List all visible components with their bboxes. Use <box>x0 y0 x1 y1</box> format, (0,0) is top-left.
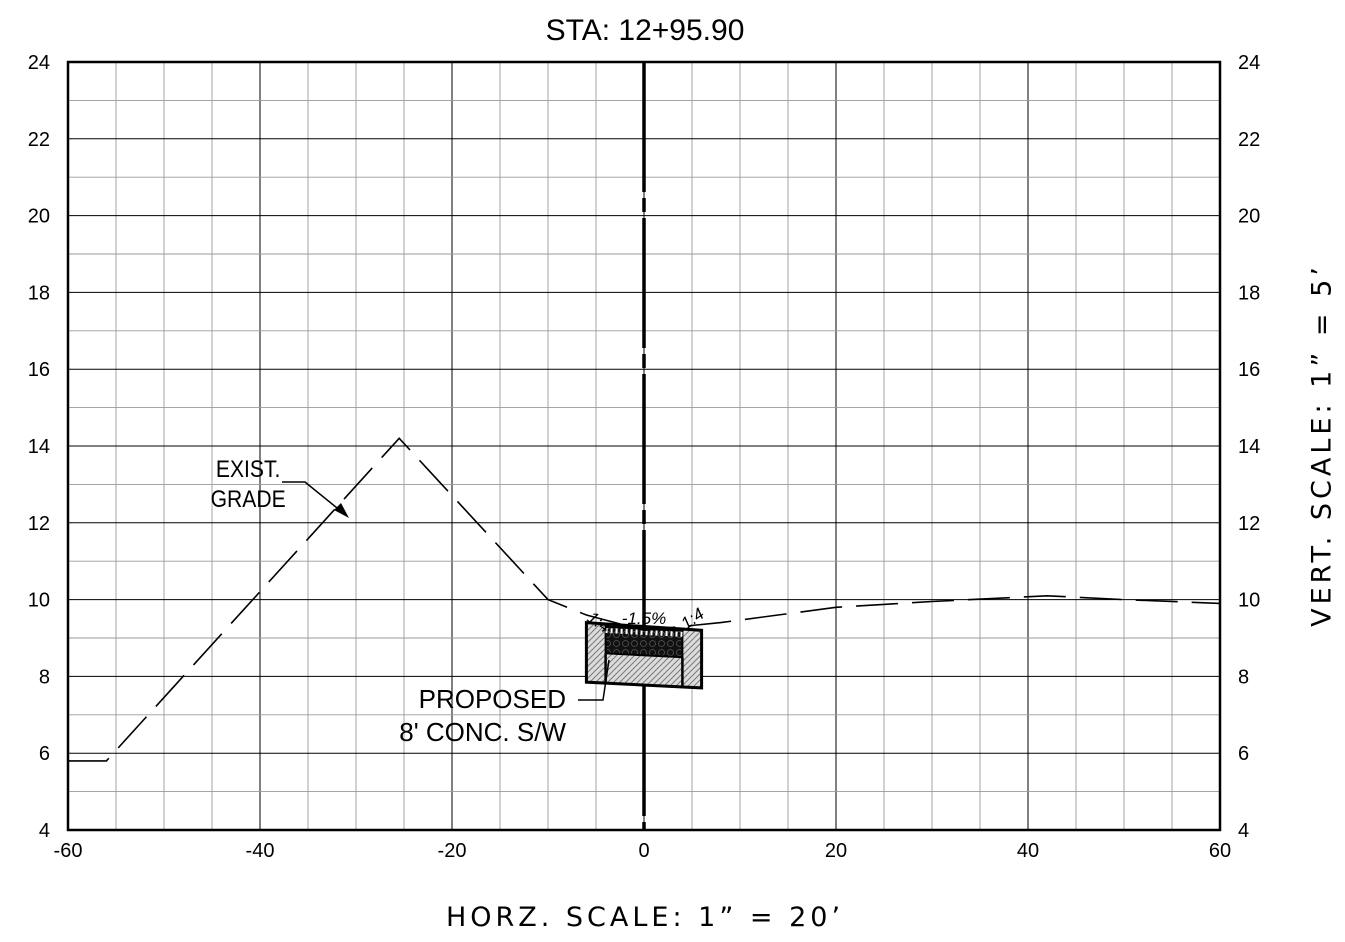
y-tick-label-left: 8 <box>39 666 50 688</box>
y-tick-labels-left: 4 6 8 10 12 14 16 18 20 22 24 <box>28 52 50 842</box>
x-tick-labels: -60 -40 -20 0 20 40 60 <box>54 840 1232 862</box>
y-tick-label-left: 4 <box>39 820 50 842</box>
exist-grade-leader-arrow <box>334 503 349 518</box>
y-tick-label-right: 22 <box>1238 129 1260 151</box>
slope-label-center: -1.5% <box>622 609 666 628</box>
y-tick-label-left: 10 <box>28 590 50 612</box>
y-tick-label-right: 12 <box>1238 513 1260 535</box>
y-tick-label-right: 10 <box>1238 590 1260 612</box>
proposed-label-line2: 8' CONC. S/W <box>399 717 566 747</box>
y-tick-label-left: 12 <box>28 513 50 535</box>
x-tick-label: 20 <box>825 840 847 862</box>
y-tick-label-left: 18 <box>28 282 50 304</box>
grid <box>67 61 1221 831</box>
exist-grade-leader <box>282 481 343 513</box>
x-tick-label: 0 <box>638 840 649 862</box>
y-tick-label-left: 16 <box>28 359 50 381</box>
y-tick-label-right: 4 <box>1238 820 1249 842</box>
x-tick-label: -40 <box>246 840 275 862</box>
x-tick-label: 60 <box>1209 840 1231 862</box>
existing-grade-line <box>68 437 1220 762</box>
y-tick-labels-right: 4 6 8 10 12 14 16 18 20 22 24 <box>1238 52 1260 842</box>
x-tick-label: -60 <box>54 840 83 862</box>
y-tick-label-right: 8 <box>1238 666 1249 688</box>
x-tick-label: -20 <box>438 840 467 862</box>
proposed-sidewalk-section <box>584 621 704 690</box>
y-tick-label-left: 24 <box>28 52 50 74</box>
existing-grade-path <box>68 437 1220 762</box>
y-tick-label-right: 16 <box>1238 359 1260 381</box>
exist-grade-label-line1: EXIST. <box>216 456 281 483</box>
y-tick-label-left: 14 <box>28 436 50 458</box>
proposed-label-line1: PROPOSED <box>419 684 566 714</box>
y-tick-label-right: 14 <box>1238 436 1260 458</box>
y-tick-label-left: 22 <box>28 129 50 151</box>
vertical-scale-label: VERT. SCALE: 1” = 5’ <box>1306 263 1338 627</box>
horizontal-scale-label: HORZ. SCALE: 1” = 20’ <box>445 902 845 933</box>
station-title: STA: 12+95.90 <box>545 14 745 47</box>
annotations: EXIST. GRADE PROPOSED 8' CONC. S/W 1:4 -… <box>211 456 708 747</box>
y-tick-label-left: 6 <box>39 743 50 765</box>
exist-grade-label-line2: GRADE <box>211 486 286 513</box>
y-tick-label-right: 18 <box>1238 282 1260 304</box>
x-tick-label: 40 <box>1017 840 1039 862</box>
y-tick-label-right: 20 <box>1238 206 1260 228</box>
y-tick-label-right: 24 <box>1238 52 1260 74</box>
y-tick-label-left: 20 <box>28 206 50 228</box>
y-tick-label-right: 6 <box>1238 743 1249 765</box>
proposed-leader <box>578 659 610 701</box>
